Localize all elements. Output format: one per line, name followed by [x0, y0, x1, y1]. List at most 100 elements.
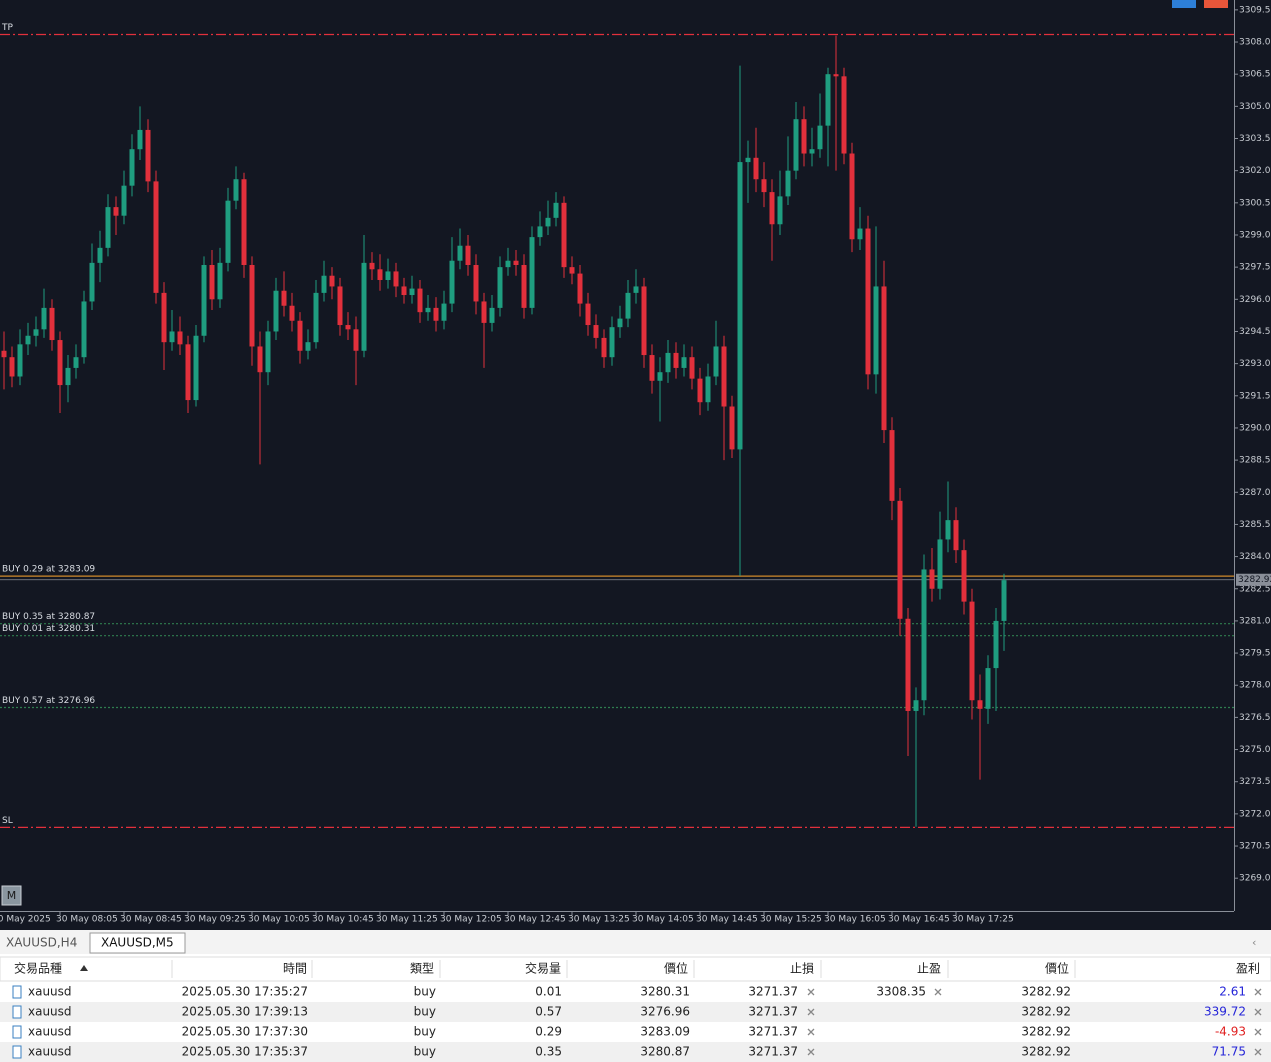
candle-body [153, 181, 159, 293]
candle-body [273, 290, 279, 332]
table-cell: 3280.31 [640, 985, 690, 999]
y-tick-label: 3270.50 [1239, 842, 1271, 852]
candle-body [257, 346, 263, 373]
candle-body [409, 288, 415, 296]
candle-body [249, 265, 255, 347]
level-label: BUY 0.01 at 3280.31 [2, 624, 95, 634]
candle-body [457, 245, 463, 261]
column-header: 交易品種 [14, 961, 62, 976]
candle-body [961, 550, 967, 602]
active-tab[interactable] [89, 932, 186, 954]
x-tick-label: 30 May 16:45 [888, 915, 950, 925]
table-cell: 2025.05.30 17:35:37 [182, 1045, 308, 1059]
close-icon [807, 1028, 815, 1036]
table-cell: xauusd [28, 985, 72, 999]
toolbar-button[interactable] [1172, 0, 1196, 8]
table-cell: 3282.92 [1021, 1025, 1071, 1039]
candle-body [577, 273, 583, 304]
candle-body [313, 292, 319, 343]
table-cell: 2025.05.30 17:37:30 [182, 1025, 308, 1039]
table-cell: buy [414, 1045, 436, 1059]
candle-body [385, 271, 391, 281]
y-tick-label: 3290.00 [1239, 423, 1271, 433]
candle-body [1001, 580, 1007, 621]
y-tick-label: 3284.00 [1239, 552, 1271, 562]
y-tick-label: 3299.00 [1239, 230, 1271, 240]
y-tick-label: 3305.00 [1239, 102, 1271, 112]
candle-body [417, 288, 423, 313]
candle-body [121, 185, 127, 216]
candle-body [801, 119, 807, 154]
candle-body [969, 601, 975, 701]
close-icon [807, 1008, 815, 1016]
close-icon [1254, 1028, 1262, 1036]
table-cell: 2025.05.30 17:35:27 [182, 985, 308, 999]
y-tick-label: 3279.50 [1239, 649, 1271, 659]
close-icon [1254, 1008, 1262, 1016]
candle-body [25, 335, 31, 345]
x-tick-label: 30 May 09:25 [184, 915, 246, 925]
candle-body [681, 357, 687, 368]
candle-body [105, 207, 111, 248]
candle-body [985, 668, 991, 709]
candle-body [921, 569, 927, 701]
tab-label[interactable]: XAUUSD,H4 [6, 936, 77, 950]
candle-body [169, 331, 175, 343]
x-tick-label: 30 May 12:05 [440, 915, 502, 925]
x-tick-label: 30 May 16:05 [824, 915, 886, 925]
candle-body [345, 325, 351, 330]
candle-body [265, 331, 271, 373]
candle-body [769, 192, 775, 225]
candle-body [289, 305, 295, 321]
table-cell: 0.29 [535, 1025, 562, 1039]
candle-body [721, 346, 727, 407]
x-tick-label: 30 May 12:45 [504, 915, 566, 925]
toolbar-button[interactable] [1204, 0, 1228, 8]
candle-body [665, 352, 671, 373]
x-tick-label: 30 May 11:25 [376, 915, 438, 925]
candle-body [305, 342, 311, 351]
candle-body [841, 76, 847, 154]
candle-body [233, 179, 239, 201]
candle-body [473, 265, 479, 302]
row-icon [12, 1005, 22, 1019]
candle-body [1, 350, 7, 358]
candle-body [361, 262, 367, 351]
candle-body [337, 286, 343, 326]
candle-body [521, 265, 527, 308]
y-tick-label: 3278.00 [1239, 681, 1271, 691]
bid-label: 3282.92 [1238, 575, 1271, 585]
tab-scroll[interactable]: ‹ [1252, 936, 1256, 949]
candle-body [609, 327, 615, 358]
sort-arrow [80, 965, 88, 971]
candle-body [433, 307, 439, 321]
table-cell: 0.57 [535, 1005, 562, 1019]
candle-body [145, 129, 151, 182]
candle-body [809, 149, 815, 154]
candle-body [993, 620, 999, 669]
table-cell: 71.75 [1212, 1045, 1246, 1059]
candle-body [497, 267, 503, 308]
candle-body [857, 228, 863, 240]
candle-body [881, 286, 887, 431]
candle-body [73, 357, 79, 368]
candle-body [929, 569, 935, 589]
candle-body [625, 292, 631, 319]
y-tick-label: 3303.50 [1239, 134, 1271, 144]
candle-body [41, 307, 47, 330]
table-cell: 0.35 [535, 1045, 562, 1059]
table-header [0, 956, 1271, 982]
tab-label[interactable]: XAUUSD,M5 [101, 936, 174, 950]
y-tick-label: 3282.50 [1239, 584, 1271, 594]
candle-body [913, 700, 919, 711]
table-cell: 339.72 [1204, 1005, 1246, 1019]
candle-body [201, 265, 207, 336]
table-cell: 3271.37 [748, 1025, 798, 1039]
x-tick-label: 30 May 08:45 [120, 915, 182, 925]
chart-mode-button[interactable] [1, 885, 22, 906]
x-tick-label: 30 May 08:05 [56, 915, 118, 925]
candle-body [193, 335, 199, 401]
table-row [0, 1042, 1271, 1062]
table-cell: xauusd [28, 1045, 72, 1059]
